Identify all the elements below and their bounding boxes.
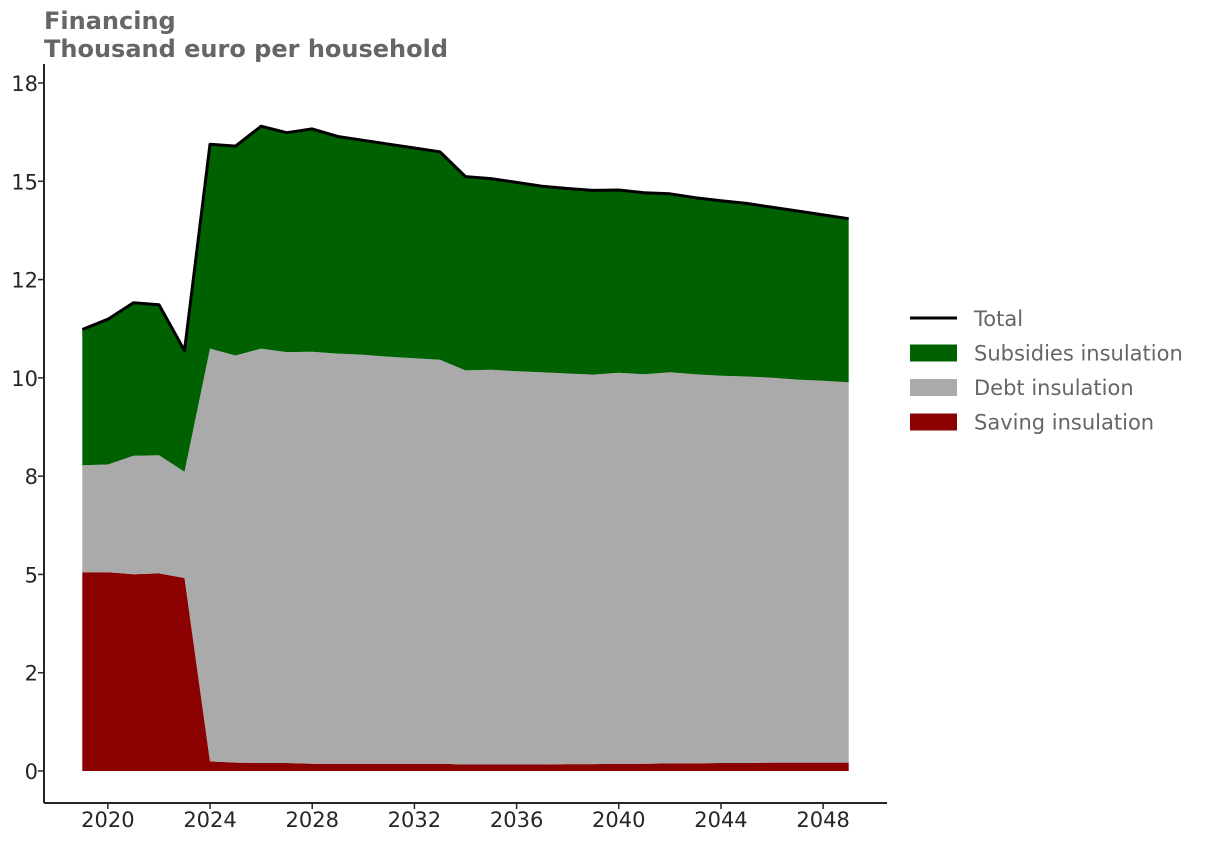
x-tick-label: 2040: [592, 808, 645, 832]
area-subsidies-insulation: [82, 126, 849, 472]
legend-swatch-debt-insulation: [910, 379, 957, 396]
y-tick-labels: 0 2 5 8 10 12 15 18: [11, 72, 44, 784]
y-tick-label: 0: [25, 760, 38, 784]
total-line-group: [81, 124, 849, 353]
x-tick-label: 2032: [388, 808, 441, 832]
x-tick-label: 2028: [286, 808, 339, 832]
x-tick-labels: 2020 2024 2028 2032 2036 2040 2044 2048: [81, 803, 850, 832]
legend-label: Subsidies insulation: [974, 342, 1183, 366]
area-saving-insulation: [82, 572, 849, 771]
legend-label: Debt insulation: [974, 376, 1134, 400]
legend-label: Total: [973, 307, 1023, 331]
chart-title: Financing: [44, 7, 176, 35]
legend-swatch-subsidies-insulation: [910, 344, 957, 362]
y-tick-label: 5: [25, 563, 38, 587]
x-tick-label: 2036: [490, 808, 543, 832]
y-tick-label: 8: [25, 465, 38, 489]
y-tick-label: 15: [11, 170, 38, 194]
legend: Total Subsidies insulation Debt insulation…: [910, 307, 1183, 435]
chart-subtitle: Thousand euro per household: [44, 35, 448, 63]
x-tick-label: 2024: [183, 808, 236, 832]
x-tick-label: 2048: [796, 808, 849, 832]
x-tick-label: 2044: [694, 808, 747, 832]
y-tick-label: 12: [11, 269, 38, 293]
y-tick-label: 10: [11, 367, 38, 391]
y-tick-label: 2: [25, 662, 38, 686]
total-line: [81, 124, 849, 353]
stacked-areas: [82, 126, 849, 771]
x-tick-label: 2020: [81, 808, 134, 832]
legend-label: Saving insulation: [974, 411, 1154, 435]
axes: [43, 64, 887, 804]
y-tick-label: 18: [11, 72, 38, 96]
legend-swatch-saving-insulation: [910, 413, 957, 431]
area-debt-insulation: [82, 348, 849, 765]
